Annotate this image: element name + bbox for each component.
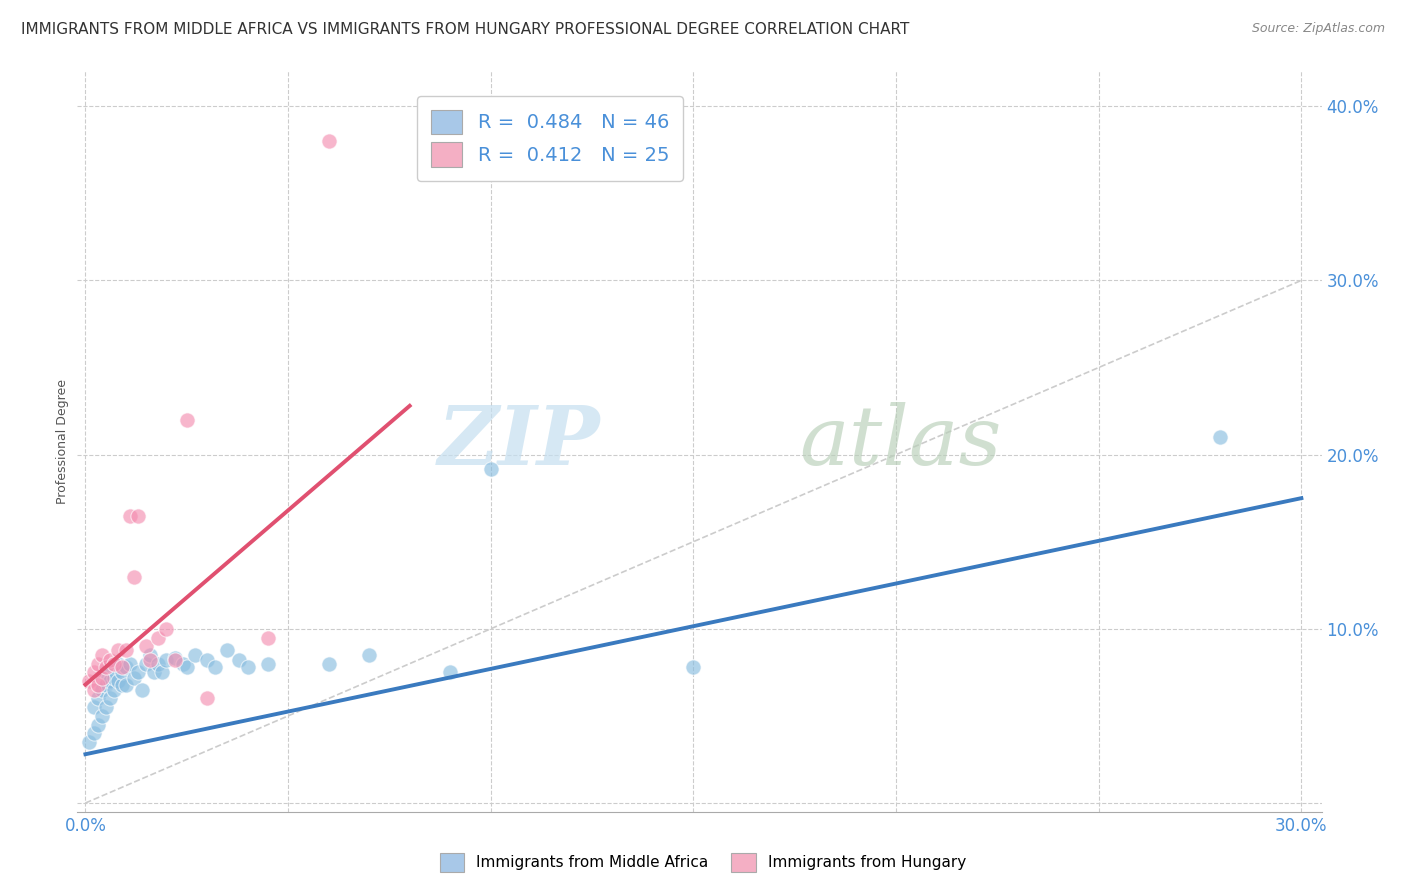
Point: [127, 665, 149, 680]
Point: [163, 653, 186, 667]
Point: [155, 622, 177, 636]
Point: [90, 709, 112, 723]
Point: [107, 642, 129, 657]
Point: [98, 653, 121, 667]
Point: [236, 660, 259, 674]
Point: [118, 657, 141, 671]
Point: [118, 508, 141, 523]
Point: [86, 677, 108, 691]
Point: [131, 682, 153, 697]
Point: [135, 657, 157, 671]
Text: IMMIGRANTS FROM MIDDLE AFRICA VS IMMIGRANTS FROM HUNGARY PROFESSIONAL DEGREE COR: IMMIGRANTS FROM MIDDLE AFRICA VS IMMIGRA…: [21, 22, 910, 37]
Legend: R =  0.484   N = 46, R =  0.412   N = 25: R = 0.484 N = 46, R = 0.412 N = 25: [418, 95, 683, 181]
Point: [83, 700, 105, 714]
Point: [90, 671, 112, 685]
Point: [115, 660, 138, 674]
Text: Source: ZipAtlas.com: Source: ZipAtlas.com: [1251, 22, 1385, 36]
Point: [103, 657, 125, 671]
Point: [86, 717, 108, 731]
Point: [139, 648, 162, 662]
Point: [163, 651, 186, 665]
Point: [103, 671, 125, 685]
Point: [83, 682, 105, 697]
Point: [115, 677, 138, 691]
Point: [318, 134, 340, 148]
Point: [86, 691, 108, 706]
Y-axis label: Professional Degree: Professional Degree: [56, 379, 69, 504]
Point: [94, 700, 117, 714]
Point: [139, 653, 162, 667]
Point: [79, 674, 101, 689]
Point: [107, 657, 129, 671]
Point: [195, 691, 218, 706]
Point: [318, 657, 340, 671]
Point: [148, 631, 170, 645]
Point: [256, 657, 278, 671]
Legend: Immigrants from Middle Africa, Immigrants from Hungary: Immigrants from Middle Africa, Immigrant…: [432, 845, 974, 880]
Point: [107, 674, 129, 689]
Point: [148, 657, 170, 671]
Point: [195, 653, 218, 667]
Point: [83, 665, 105, 680]
Point: [103, 682, 125, 697]
Point: [172, 657, 194, 671]
Point: [90, 648, 112, 662]
Text: ZIP: ZIP: [437, 401, 600, 482]
Point: [143, 665, 166, 680]
Point: [98, 674, 121, 689]
Point: [155, 653, 177, 667]
Point: [94, 677, 117, 691]
Point: [176, 660, 198, 674]
Point: [135, 639, 157, 653]
Point: [479, 461, 502, 475]
Point: [94, 665, 117, 680]
Point: [228, 653, 250, 667]
Point: [204, 660, 226, 674]
Point: [682, 660, 704, 674]
Point: [94, 660, 117, 674]
Point: [79, 735, 101, 749]
Point: [122, 671, 145, 685]
Point: [115, 642, 138, 657]
Point: [359, 648, 381, 662]
Text: atlas: atlas: [799, 401, 1001, 482]
Point: [111, 665, 134, 680]
Point: [439, 665, 461, 680]
Point: [217, 642, 239, 657]
Point: [111, 677, 134, 691]
Point: [1209, 430, 1232, 444]
Point: [176, 413, 198, 427]
Point: [256, 631, 278, 645]
Point: [83, 726, 105, 740]
Point: [111, 660, 134, 674]
Point: [152, 665, 174, 680]
Point: [184, 648, 207, 662]
Point: [122, 569, 145, 583]
Point: [127, 508, 149, 523]
Point: [98, 691, 121, 706]
Point: [86, 657, 108, 671]
Point: [90, 682, 112, 697]
